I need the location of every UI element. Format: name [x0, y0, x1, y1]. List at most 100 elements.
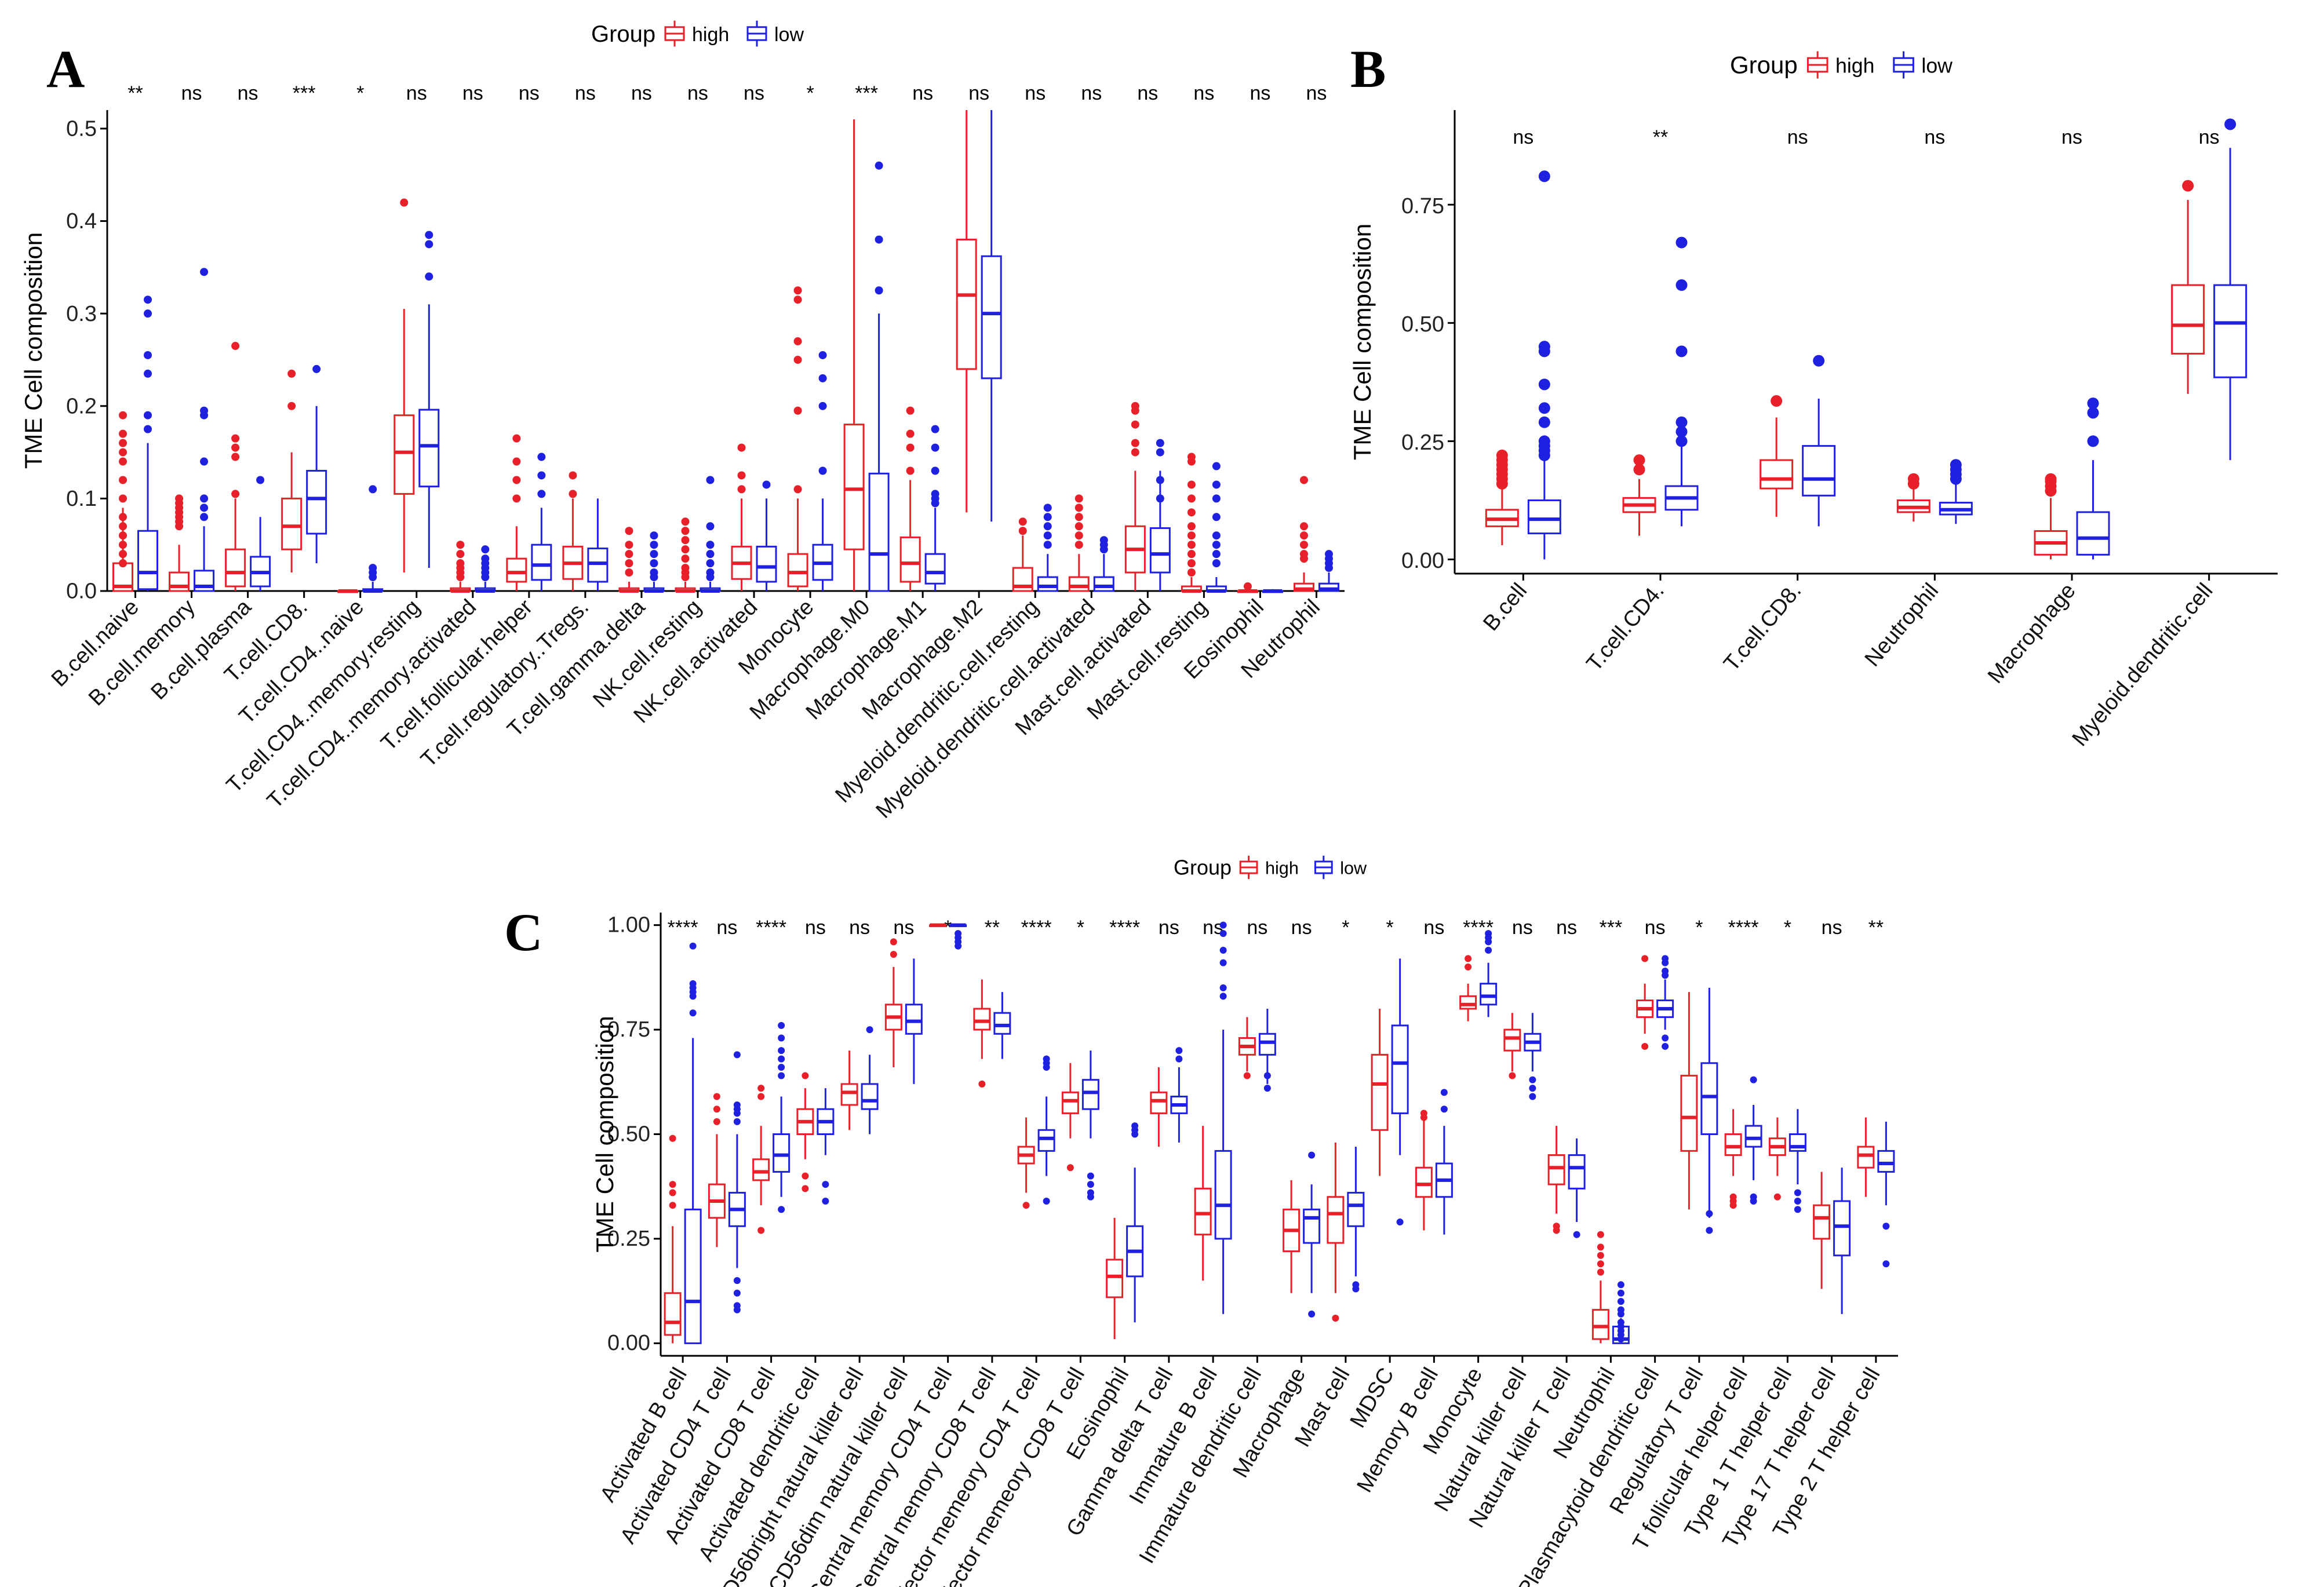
- panel-a-outlier-point: [512, 457, 521, 466]
- panel-c-y-tick-label: 0.25: [607, 1227, 650, 1251]
- panel-a-box-high: [169, 494, 190, 592]
- panel-c-outlier-point: [1597, 1260, 1604, 1268]
- panel-c-box-low: [1258, 1008, 1276, 1092]
- panel-c-outlier-point: [1243, 1072, 1251, 1079]
- panel-a-outlier-point: [1299, 531, 1308, 540]
- panel-c-box-body: [1214, 1150, 1232, 1240]
- panel-a-outlier-point: [119, 411, 128, 419]
- panel-a-legend-title: Group: [591, 21, 655, 47]
- panel-a-box-high: [450, 541, 471, 593]
- panel-a-outlier-point: [119, 457, 128, 466]
- panel-a-outlier-point: [144, 369, 152, 378]
- panel-c-outlier-point: [1773, 1193, 1781, 1201]
- panel-a-outlier-point: [793, 295, 802, 304]
- panel-c-box-low: [1877, 1121, 1895, 1268]
- panel-c-outlier-point: [1597, 1243, 1604, 1251]
- panel-c-box-high: [1106, 1217, 1124, 1340]
- panel-c-significance-label: **: [985, 917, 1000, 939]
- panel-c-box-low: [773, 1021, 791, 1213]
- panel-c-legend-label-high: high: [1265, 859, 1299, 878]
- panel-a-box-high: [1181, 453, 1202, 593]
- panel-b-outlier-point: [1813, 355, 1825, 367]
- panel-a-outlier-point: [287, 369, 296, 378]
- panel-b-outlier-point: [2224, 118, 2236, 130]
- panel-a-y-tick-label: 0.1: [66, 487, 97, 511]
- panel-c-outlier-point: [778, 1055, 785, 1063]
- panel-c-box-high: [1327, 1142, 1345, 1322]
- panel-b-y-tick-label: 0.00: [1401, 549, 1444, 573]
- panel-b-outlier-point: [1675, 345, 1688, 357]
- panel-b-outlier-point: [2182, 180, 2194, 192]
- panel-c-box-body: [773, 1133, 791, 1173]
- panel-b-box-body: [1802, 445, 1836, 497]
- panel-c-outlier-point: [1641, 1042, 1649, 1050]
- panel-b-outlier-point: [1496, 477, 1508, 490]
- panel-a-significance-label: *: [806, 82, 814, 104]
- panel-c-outlier-point: [689, 993, 697, 1000]
- panel-a-outlier-point: [737, 471, 746, 480]
- panel-a-outlier-point: [1299, 522, 1308, 531]
- panel-a-box-body: [531, 543, 552, 581]
- panel-a-outlier-point: [1156, 476, 1164, 484]
- panel-c-outlier-point: [1263, 1072, 1271, 1079]
- panel-a-box-body: [956, 238, 977, 370]
- panel-a-box-low: [756, 480, 777, 591]
- panel-c-outlier-point: [1662, 959, 1669, 966]
- panel-c-significance-label: *: [944, 917, 952, 939]
- panel-a-category-monocyte: Monocyte*: [734, 82, 833, 680]
- panel-a-outlier-point: [569, 471, 577, 480]
- panel-c-label: C: [504, 903, 542, 962]
- panel-a-significance-label: ns: [968, 82, 989, 104]
- panel-c-box-body: [905, 1004, 923, 1035]
- panel-c-box-body: [1547, 1154, 1565, 1185]
- panel-a-box-body: [787, 553, 808, 588]
- panel-c-outlier-point: [713, 1106, 720, 1113]
- panel-c-outlier-point: [1219, 930, 1227, 937]
- panel-a-box-high: [1124, 402, 1146, 591]
- panel-c-outlier-point: [1509, 1072, 1516, 1079]
- panel-c-box-body: [1194, 1187, 1212, 1236]
- panel-c-outlier-point: [1750, 1076, 1757, 1083]
- panel-c-significance-label: ns: [1556, 917, 1577, 939]
- panel-a-outlier-point: [119, 559, 128, 568]
- panel-a-box-low: [418, 231, 440, 568]
- panel-a-outlier-point: [569, 490, 577, 498]
- panel-c-box-low: [817, 1088, 835, 1205]
- panel-a-outlier-point: [906, 429, 915, 438]
- panel-c-significance-label: ns: [1512, 917, 1533, 939]
- panel-a-outlier-point: [1212, 462, 1221, 470]
- panel-c-outlier-point: [1794, 1197, 1801, 1205]
- panel-c-box-body: [1258, 1033, 1276, 1056]
- panel-c-legend-key-high: [1239, 855, 1258, 880]
- panel-a-outlier-point: [1074, 494, 1083, 503]
- panel-a-outlier-point: [818, 402, 827, 410]
- panel-a-outlier-point: [1212, 480, 1221, 489]
- panel-a-box-body: [1068, 576, 1090, 592]
- panel-c-box-low: [1303, 1151, 1321, 1318]
- panel-a-box-low: [812, 351, 833, 591]
- panel-a-outlier-point: [1074, 531, 1083, 540]
- panel-a-outlier-point: [231, 490, 240, 498]
- panel-a-legend-key-low: [746, 20, 767, 47]
- panel-b-box-low: [1664, 236, 1699, 527]
- panel-c-box-low: [1081, 1050, 1099, 1201]
- panel-a-y-tick-label: 0.0: [66, 579, 97, 604]
- panel-c-outlier-point: [1485, 938, 1492, 946]
- panel-a-outlier-point: [1156, 448, 1164, 457]
- panel-c-outlier-point: [890, 938, 897, 946]
- panel-c-box-body: [752, 1158, 770, 1181]
- panel-b-category-b-cell: B.cell ns: [1478, 126, 1561, 636]
- panel-b-box-body: [2171, 284, 2205, 355]
- panel-c-outlier-point: [757, 1227, 765, 1234]
- panel-b-legend-key-low: [1893, 51, 1914, 79]
- panel-c-box-low: [905, 958, 923, 1084]
- panel-a-significance-label: ns: [1081, 82, 1102, 104]
- panel-a-significance-label: ***: [293, 82, 316, 104]
- panel-a-significance-label: ns: [575, 82, 596, 104]
- panel-a-outlier-point: [1043, 541, 1052, 549]
- panel-a-outlier-point: [456, 541, 465, 549]
- panel-c-outlier-point: [1465, 955, 1472, 962]
- panel-a-box-body: [169, 571, 190, 592]
